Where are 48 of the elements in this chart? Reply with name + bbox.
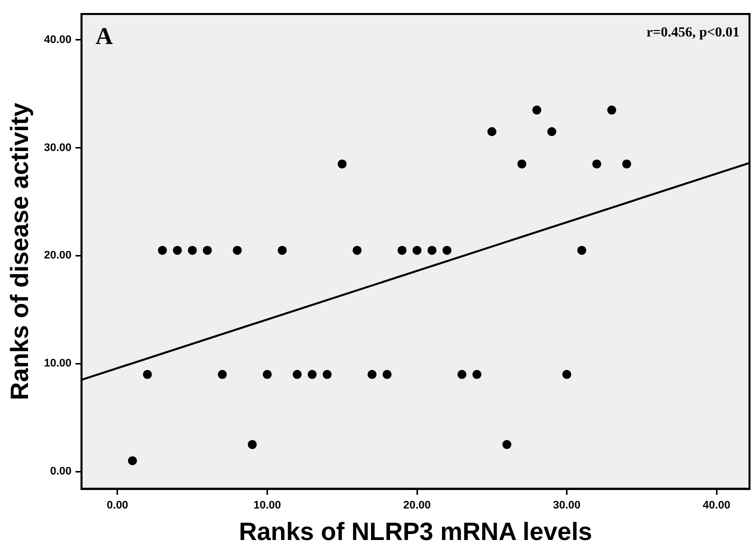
point [158, 246, 167, 255]
point [248, 440, 257, 450]
x-tick-label: 20.00 [403, 499, 431, 512]
y-tick-label: 0.00 [50, 466, 72, 478]
annotation: A [96, 24, 114, 50]
point [188, 246, 197, 255]
point [322, 370, 332, 379]
annotation: r=0.456, p<0.01 [646, 26, 740, 41]
point [412, 246, 422, 255]
point [368, 370, 377, 379]
point [607, 106, 616, 115]
y-axis-title: Ranks of disease activity [6, 102, 34, 400]
x-tick-label: 0.00 [106, 499, 128, 512]
point [262, 370, 272, 379]
point [172, 246, 182, 255]
point [218, 370, 227, 379]
x-tick-label: 40.00 [702, 499, 730, 512]
point [427, 246, 436, 255]
point [562, 370, 572, 379]
point [622, 159, 632, 168]
point [142, 370, 152, 379]
point [502, 440, 512, 450]
point [517, 159, 526, 168]
y-tick-label: 30.00 [44, 142, 72, 154]
point [487, 127, 496, 136]
x-tick-label: 10.00 [253, 499, 282, 512]
point [577, 246, 586, 255]
point [382, 370, 392, 379]
y-tick-label: 10.00 [44, 358, 72, 370]
y-tick-label: 40.00 [44, 34, 72, 46]
point [308, 370, 317, 379]
point [292, 370, 302, 379]
point [592, 159, 602, 168]
point [278, 246, 287, 255]
point [202, 246, 212, 255]
x-tick-label: 30.00 [553, 499, 581, 512]
point [472, 370, 482, 379]
point [457, 370, 466, 379]
point [532, 106, 542, 115]
y-tick-label: 20.00 [44, 250, 72, 262]
point [128, 456, 137, 466]
point [232, 246, 242, 255]
x-axis-title: Ranks of NLRP3 mRNA levels [238, 518, 592, 546]
point [547, 127, 556, 136]
point [398, 246, 407, 255]
point [352, 246, 362, 255]
point [442, 246, 452, 255]
point [338, 159, 347, 168]
